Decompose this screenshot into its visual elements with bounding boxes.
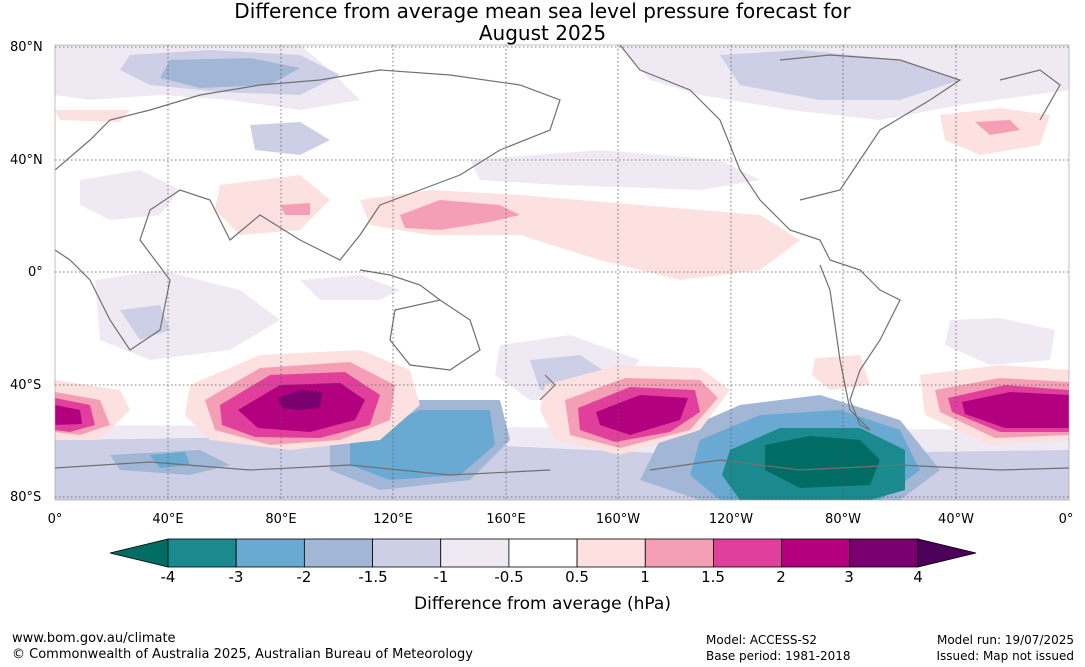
footer-model-run: Model run: 19/07/2025	[936, 633, 1074, 647]
colorbar-tick-label: -1.5	[358, 568, 388, 586]
colorbar-swatch	[303, 538, 373, 568]
lat-label: 40°N	[10, 153, 43, 168]
lon-label: 80°E	[265, 512, 297, 527]
colorbar-tick-label: -4	[160, 568, 176, 586]
footer-base-period: Base period: 1981-2018	[706, 649, 851, 663]
lon-label: 120°E	[373, 512, 413, 527]
colorbar-tick-label: -2	[296, 568, 312, 586]
graticule	[55, 45, 1069, 500]
colorbar-tick-label: -0.5	[494, 568, 524, 586]
lon-label: 80°W	[825, 512, 861, 527]
colorbar-swatch	[849, 538, 919, 568]
anomaly-field	[55, 45, 1069, 500]
map-frame	[54, 44, 1070, 501]
colorbar-tick-label: 4	[913, 568, 923, 586]
colorbar-tick-label: -1	[433, 568, 449, 586]
footer-model: Model: ACCESS-S2	[706, 633, 818, 647]
lon-label: 160°E	[486, 512, 526, 527]
map-title-line2: August 2025	[478, 21, 607, 45]
footer-issued: Issued: Map not issued	[936, 649, 1074, 663]
map-title-line1: Difference from average mean sea level p…	[234, 0, 851, 23]
colorbar-swatch	[713, 538, 783, 568]
lon-label: 160°W	[595, 512, 641, 527]
colorbar	[109, 538, 977, 568]
colorbar-tick-label: 3	[844, 568, 854, 586]
lat-label: 80°S	[10, 490, 42, 505]
colorbar-label: Difference from average (hPa)	[414, 594, 671, 614]
lat-label: 80°N	[10, 40, 43, 55]
lat-label: 40°S	[10, 378, 42, 393]
colorbar-under-arrow	[109, 538, 169, 568]
colorbar-tick-label: 0.5	[565, 568, 589, 586]
lat-label: 0°	[28, 265, 43, 280]
colorbar-swatch	[167, 538, 237, 568]
colorbar-over-arrow	[917, 538, 977, 568]
lon-label: 120°W	[708, 512, 754, 527]
colorbar-swatch	[644, 538, 714, 568]
colorbar-tick-label: 1.5	[701, 568, 725, 586]
colorbar-swatch	[235, 538, 305, 568]
colorbar-swatch	[440, 538, 510, 568]
lon-label: 0°	[1058, 512, 1074, 527]
footer-copyright: © Commonwealth of Australia 2025, Austra…	[12, 647, 473, 662]
colorbar-swatch	[576, 538, 646, 568]
lon-label: 0°	[47, 512, 63, 527]
footer-url[interactable]: www.bom.gov.au/climate	[12, 631, 176, 646]
colorbar-swatch	[372, 538, 442, 568]
colorbar-tick-label: -3	[228, 568, 244, 586]
colorbar-swatch	[781, 538, 851, 568]
lon-label: 40°E	[152, 512, 184, 527]
colorbar-tick-label: 2	[776, 568, 786, 586]
colorbar-swatch	[508, 538, 578, 568]
lon-label: 40°W	[938, 512, 974, 527]
colorbar-tick-label: 1	[640, 568, 650, 586]
